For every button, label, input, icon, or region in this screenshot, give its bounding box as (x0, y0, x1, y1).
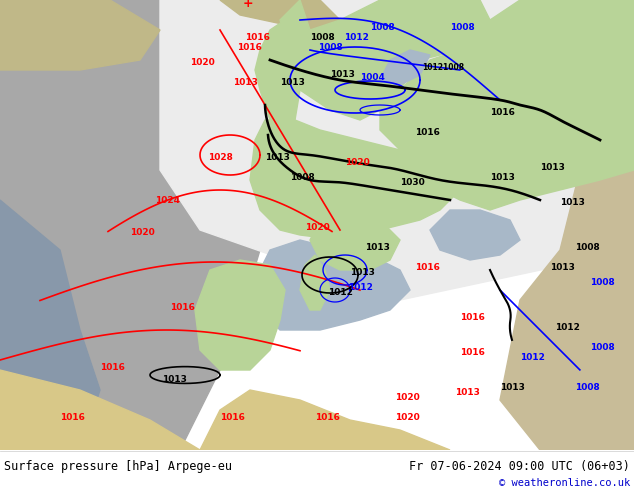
Text: 1020: 1020 (395, 413, 420, 422)
Text: 1013: 1013 (265, 153, 290, 162)
Text: 1013: 1013 (162, 375, 187, 384)
Text: 1013: 1013 (365, 243, 390, 252)
Text: Fr 07-06-2024 09:00 UTC (06+03): Fr 07-06-2024 09:00 UTC (06+03) (409, 460, 630, 473)
Text: 1016: 1016 (237, 43, 262, 52)
Text: 1016: 1016 (170, 303, 195, 312)
Text: 1016: 1016 (100, 363, 125, 372)
Text: © weatheronline.co.uk: © weatheronline.co.uk (499, 478, 630, 488)
Text: 1016: 1016 (220, 413, 245, 422)
Text: 1012: 1012 (348, 283, 373, 292)
Text: 1008: 1008 (370, 23, 395, 32)
Text: 1004: 1004 (360, 73, 385, 82)
Text: 1008: 1008 (575, 243, 600, 252)
Text: 1013: 1013 (350, 268, 375, 277)
Text: 1016: 1016 (315, 413, 340, 422)
Text: 1020: 1020 (130, 228, 155, 237)
Text: 1020: 1020 (395, 393, 420, 402)
Text: 1012: 1012 (555, 323, 580, 332)
Text: 1013: 1013 (233, 78, 258, 87)
Text: 1008: 1008 (310, 33, 335, 42)
Text: 1013: 1013 (330, 70, 355, 79)
Text: 1028: 1028 (208, 153, 233, 162)
Text: 1008: 1008 (290, 173, 314, 182)
Text: 1016: 1016 (415, 263, 440, 272)
Polygon shape (280, 0, 490, 120)
Text: 1008: 1008 (450, 23, 475, 32)
Text: 1016: 1016 (460, 348, 485, 357)
Text: 1008: 1008 (590, 278, 615, 287)
Text: 1020: 1020 (345, 158, 370, 167)
Text: 1013: 1013 (490, 173, 515, 182)
Polygon shape (300, 255, 330, 310)
Text: 1012: 1012 (328, 288, 353, 297)
Polygon shape (195, 260, 285, 370)
Polygon shape (500, 0, 634, 450)
Polygon shape (0, 0, 260, 450)
Text: 1013: 1013 (280, 78, 305, 87)
Text: 1013: 1013 (560, 198, 585, 207)
Text: 1008: 1008 (318, 43, 343, 52)
Text: 1024: 1024 (155, 196, 180, 205)
Polygon shape (0, 0, 160, 70)
Text: 1016: 1016 (490, 108, 515, 117)
Polygon shape (310, 210, 400, 270)
Text: 1013: 1013 (500, 383, 525, 392)
Text: 1008: 1008 (590, 343, 615, 352)
Polygon shape (430, 210, 520, 260)
Polygon shape (250, 120, 460, 240)
Text: 1008: 1008 (575, 383, 600, 392)
Polygon shape (380, 50, 430, 85)
Text: +: + (243, 0, 254, 10)
Polygon shape (380, 0, 634, 210)
Text: 1012: 1012 (520, 353, 545, 362)
Text: 1013: 1013 (540, 163, 565, 172)
Text: 10121008: 10121008 (422, 63, 464, 72)
Polygon shape (255, 20, 300, 140)
Text: 1013: 1013 (550, 263, 575, 272)
Text: 1016: 1016 (460, 313, 485, 322)
Polygon shape (200, 390, 450, 450)
Text: 1016: 1016 (415, 128, 440, 137)
Polygon shape (255, 240, 410, 330)
Polygon shape (160, 0, 634, 300)
Text: 1030: 1030 (400, 178, 425, 187)
Polygon shape (220, 0, 340, 30)
Polygon shape (0, 200, 100, 450)
Text: Surface pressure [hPa] Arpege-eu: Surface pressure [hPa] Arpege-eu (4, 460, 232, 473)
Text: 1020: 1020 (190, 58, 215, 67)
Text: 1016: 1016 (60, 413, 85, 422)
Text: 1020: 1020 (305, 223, 330, 232)
Text: 1016: 1016 (245, 33, 270, 42)
Text: 1012: 1012 (344, 33, 369, 42)
Text: 1013: 1013 (455, 388, 480, 397)
Polygon shape (0, 370, 200, 450)
